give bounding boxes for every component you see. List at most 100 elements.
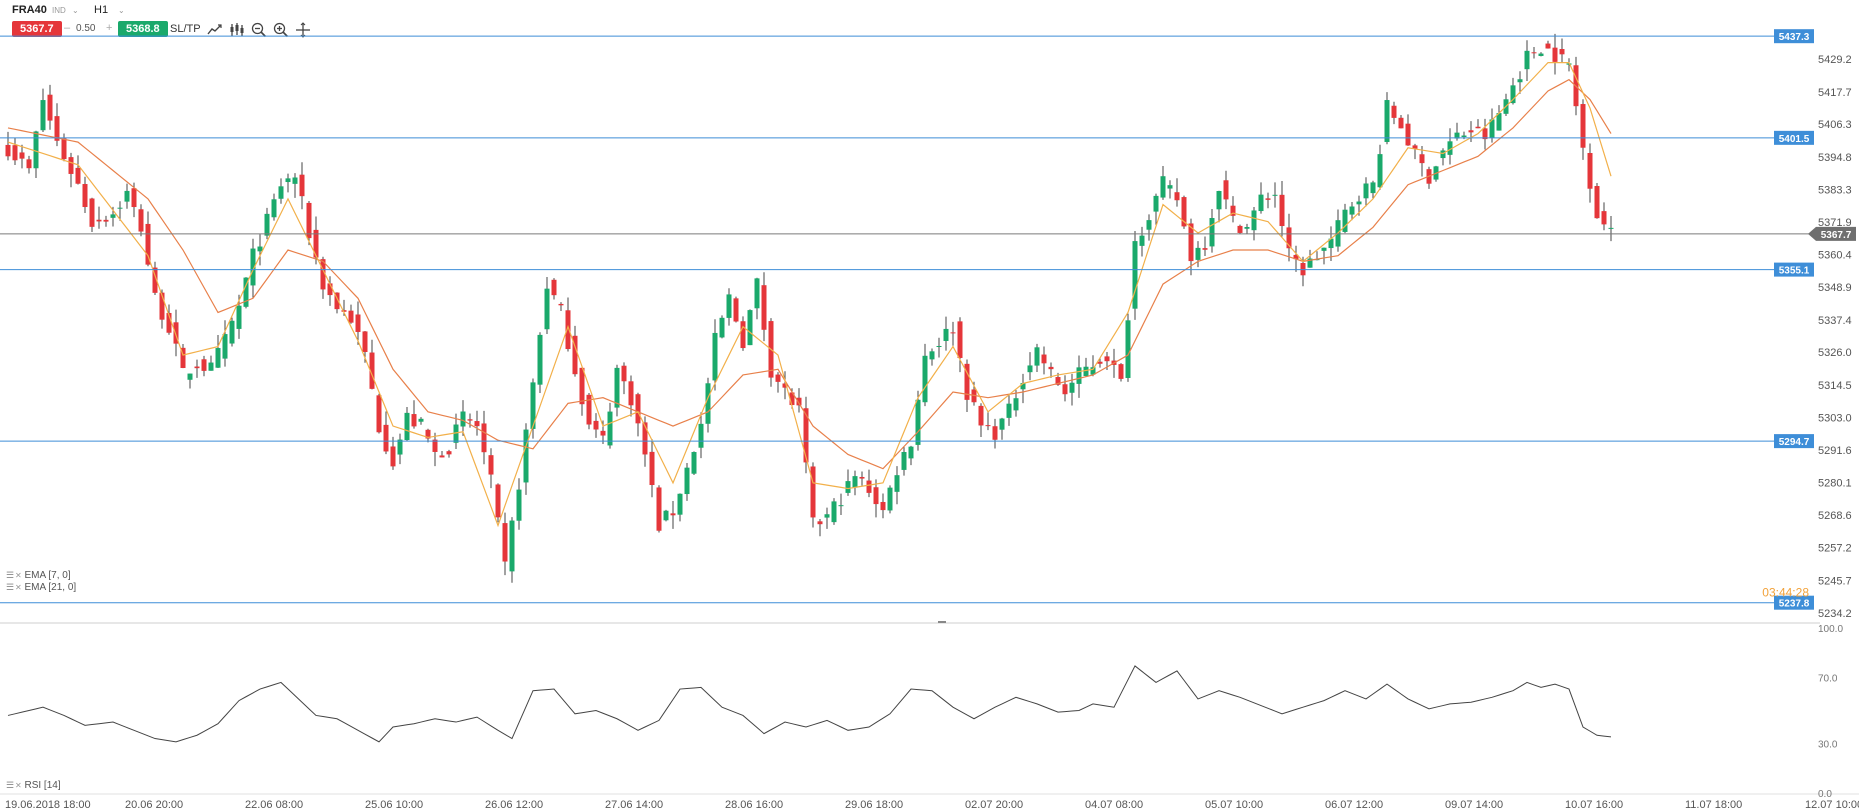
candle <box>1293 254 1299 260</box>
candle <box>327 283 333 296</box>
candle <box>467 419 473 421</box>
candle <box>600 430 606 436</box>
candle <box>663 510 669 521</box>
candle <box>1167 185 1173 189</box>
candle <box>1412 145 1418 149</box>
price-axis-tick: 5280.1 <box>1818 478 1852 490</box>
candle <box>887 487 893 511</box>
candle <box>1069 382 1075 393</box>
menu-icon[interactable]: ☰ <box>6 570 15 580</box>
candle <box>131 188 137 208</box>
level-price-badge[interactable] <box>1774 130 1814 145</box>
candle <box>334 292 340 310</box>
buy-price-button[interactable]: 5368.8 <box>118 21 168 37</box>
indicators-icon[interactable] <box>228 21 246 39</box>
candle <box>355 314 361 332</box>
candle <box>208 362 214 371</box>
candle <box>684 467 690 495</box>
time-axis-tick: 10.07 16:00 <box>1565 799 1623 811</box>
candle <box>1055 377 1061 385</box>
price-axis-tick: 5337.4 <box>1818 315 1852 327</box>
candle <box>1230 205 1236 216</box>
candle <box>551 279 557 296</box>
candle <box>691 452 697 474</box>
candle <box>1447 141 1453 155</box>
volume-increase-button[interactable]: + <box>106 22 113 34</box>
sell-price-button[interactable]: 5367.7 <box>12 21 62 37</box>
symbol-caret-icon[interactable]: ⌄ <box>72 6 79 15</box>
candle <box>1146 220 1152 230</box>
candle <box>635 394 641 424</box>
menu-icon[interactable]: ☰ <box>6 780 15 790</box>
candle <box>1216 191 1222 210</box>
candle <box>558 303 564 306</box>
candle <box>1083 366 1089 377</box>
level-price-badge[interactable] <box>1774 29 1814 44</box>
candle <box>943 328 949 341</box>
candle <box>586 394 592 425</box>
candle <box>859 476 865 479</box>
price-axis-tick: 5314.5 <box>1818 380 1852 392</box>
candle <box>1237 225 1243 233</box>
legend-rsi[interactable]: ☰✕ RSI [14] <box>6 780 61 791</box>
pane-resize-handle[interactable] <box>938 621 946 623</box>
candle <box>369 352 375 389</box>
candle <box>831 501 837 523</box>
level-price-badge[interactable] <box>1774 262 1814 277</box>
ema7-line <box>7 61 1612 528</box>
candle <box>999 418 1005 430</box>
time-axis-tick: 02.07 20:00 <box>965 799 1023 811</box>
candle <box>530 382 536 429</box>
candle <box>75 167 81 184</box>
close-icon[interactable]: ✕ <box>15 571 22 580</box>
symbol-name[interactable]: FRA40 <box>12 4 47 16</box>
candle <box>1419 154 1425 164</box>
candle <box>187 373 193 380</box>
candle <box>1321 247 1327 251</box>
candle <box>383 424 389 452</box>
candle <box>243 277 249 307</box>
candle <box>747 310 753 346</box>
candle <box>565 310 571 350</box>
legend-ema7[interactable]: ☰✕ EMA [7, 0] <box>6 570 71 581</box>
level-price-label: 5355.1 <box>1779 266 1810 277</box>
menu-icon[interactable]: ☰ <box>6 582 15 592</box>
timeframe-select[interactable]: H1 <box>94 4 109 16</box>
level-price-label: 5401.5 <box>1779 134 1810 145</box>
level-price-badge[interactable] <box>1774 595 1814 610</box>
candle <box>418 418 424 422</box>
close-icon[interactable]: ✕ <box>15 583 22 592</box>
candle <box>397 439 403 455</box>
candle <box>1202 248 1208 250</box>
candle <box>1286 227 1292 249</box>
candle <box>1538 53 1544 56</box>
candle <box>1104 356 1110 362</box>
volume-value[interactable]: 0.50 <box>76 23 96 34</box>
volume-decrease-button[interactable]: – <box>64 22 71 34</box>
candle <box>180 347 186 369</box>
close-icon[interactable]: ✕ <box>15 781 22 790</box>
candle <box>460 411 466 427</box>
candle <box>782 383 788 388</box>
candle <box>222 334 228 359</box>
price-axis-tick: 5360.4 <box>1818 250 1852 262</box>
candle <box>1160 176 1166 198</box>
level-price-label: 5237.8 <box>1779 599 1810 610</box>
sltp-button[interactable]: SL/TP <box>170 23 201 35</box>
current-price-badge <box>1808 226 1856 241</box>
candle <box>964 363 970 400</box>
legend-ema21[interactable]: ☰✕ EMA [21, 0] <box>6 582 76 593</box>
level-price-badge[interactable] <box>1774 434 1814 449</box>
candle <box>159 292 165 320</box>
candle <box>1013 398 1019 411</box>
price-axis-tick: 5234.2 <box>1818 608 1852 620</box>
candle <box>726 294 732 318</box>
chart-type-icon[interactable] <box>206 21 224 39</box>
legend-ema21-label: EMA [21, 0] <box>24 582 77 593</box>
crosshair-icon[interactable] <box>294 21 312 39</box>
timeframe-caret-icon[interactable]: ⌄ <box>118 6 125 15</box>
current-price-label: 5367.7 <box>1821 230 1852 241</box>
candle <box>1251 210 1257 231</box>
candle <box>1370 182 1376 194</box>
